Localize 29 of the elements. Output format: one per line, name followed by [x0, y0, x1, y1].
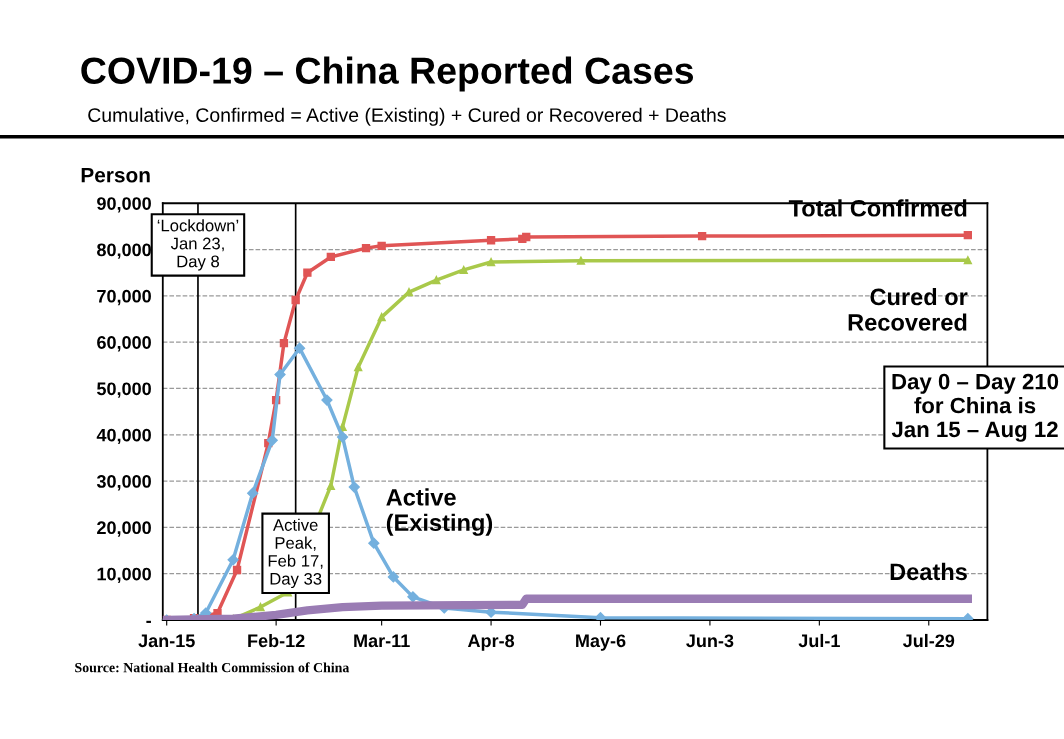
source-note: Source: National Health Commission of China	[75, 662, 350, 673]
y-tick-label: 60,000	[97, 336, 151, 352]
series-label: Deaths	[890, 562, 967, 581]
series-label: Cured or Recovered	[848, 287, 968, 331]
y-tick-label: 80,000	[97, 243, 151, 259]
chart-title: COVID-19 – China Reported Cases	[81, 56, 694, 92]
x-tick-label: May-6	[576, 634, 626, 651]
series-label: Active (Existing)	[386, 488, 493, 536]
x-tick-label: Apr-8	[467, 634, 515, 651]
x-tick-label: Jul-29	[902, 633, 955, 648]
y-tick-label: 70,000	[97, 289, 151, 306]
annotation: Day 0 – Day 210 for China is Jan 15 – Aug 12	[891, 373, 1059, 442]
ref-line-label: Active Peak, Feb 17, Day 33	[268, 518, 323, 589]
x-tick-label: Jan-15	[138, 634, 195, 648]
y-tick-label: 40,000	[96, 428, 151, 445]
x-tick-label: Jun-3	[686, 634, 734, 648]
y-tick-label: 50,000	[97, 382, 151, 398]
y-tick-label: 20,000	[97, 521, 151, 537]
chart-subtitle: Cumulative, Confirmed = Active (Existing) + Cured or Recovered + Deaths	[88, 107, 726, 126]
x-tick-label: Mar-11	[354, 634, 410, 648]
series-label: Total Confirmed	[788, 199, 967, 217]
y-tick-label: 90,000	[97, 197, 151, 213]
x-tick-label: Jul-1	[798, 633, 840, 648]
x-tick-label: Feb-12	[248, 633, 305, 648]
y-tick-label: -	[146, 620, 151, 623]
y-axis-title: Person	[81, 167, 150, 183]
ref-line-label: ‘Lockdown’ Jan 23, Day 8	[157, 219, 239, 271]
y-tick-label: 30,000	[96, 475, 151, 491]
y-tick-label: 10,000	[97, 567, 151, 584]
